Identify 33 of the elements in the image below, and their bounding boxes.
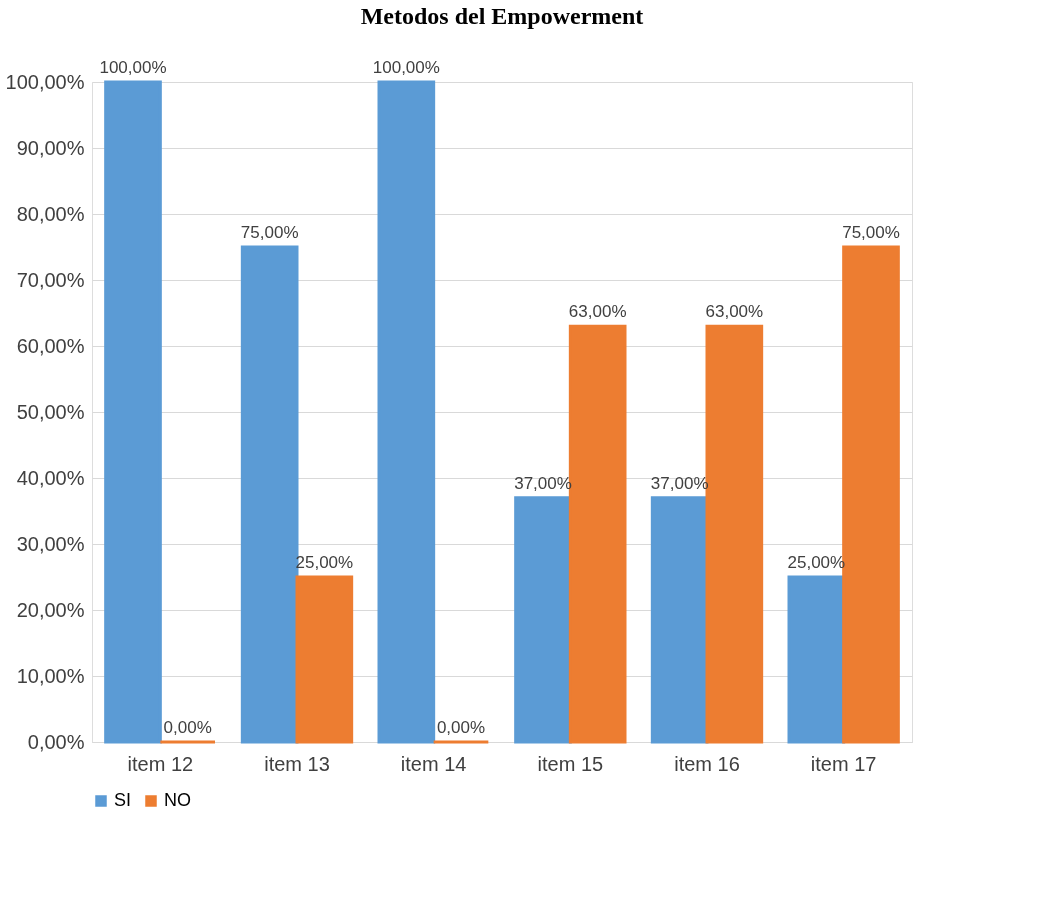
x-tick-label: item 15 <box>537 752 604 775</box>
x-tick-label: item 16 <box>674 752 740 775</box>
bar <box>295 575 354 744</box>
y-tick-label: 0,00% <box>27 730 85 753</box>
chart-title: Metodos del Empowerment <box>360 3 644 29</box>
y-tick-label: 80,00% <box>16 202 85 225</box>
data-label: 100,00% <box>372 58 440 77</box>
x-tick-label: item 17 <box>810 752 877 775</box>
y-tick-label: 30,00% <box>16 532 85 555</box>
bar <box>514 496 572 744</box>
legend-label: SI <box>114 790 132 810</box>
y-tick-label: 50,00% <box>16 400 85 423</box>
data-label: 0,00% <box>163 718 212 737</box>
y-tick-label: 70,00% <box>16 268 85 291</box>
y-tick-label: 10,00% <box>16 664 85 687</box>
x-tick-label: item 13 <box>264 752 330 775</box>
y-tick-label: 20,00% <box>16 598 85 621</box>
legend-label: NO <box>164 790 191 810</box>
y-tick-label: 40,00% <box>16 466 85 489</box>
bar <box>104 80 162 744</box>
data-label: 100,00% <box>99 58 167 77</box>
y-tick-label: 60,00% <box>16 334 85 357</box>
y-tick-label: 90,00% <box>16 136 85 159</box>
x-tick-label: item 14 <box>400 752 467 775</box>
bar <box>377 80 436 744</box>
data-label: 75,00% <box>842 223 900 242</box>
data-label: 63,00% <box>568 302 627 322</box>
data-label: 63,00% <box>705 302 764 322</box>
x-tick-label: item 12 <box>127 752 194 775</box>
data-label: 0,00% <box>436 718 486 737</box>
bar <box>650 496 709 744</box>
y-tick-label: 100,00% <box>5 70 85 93</box>
data-label: 75,00% <box>240 223 299 242</box>
